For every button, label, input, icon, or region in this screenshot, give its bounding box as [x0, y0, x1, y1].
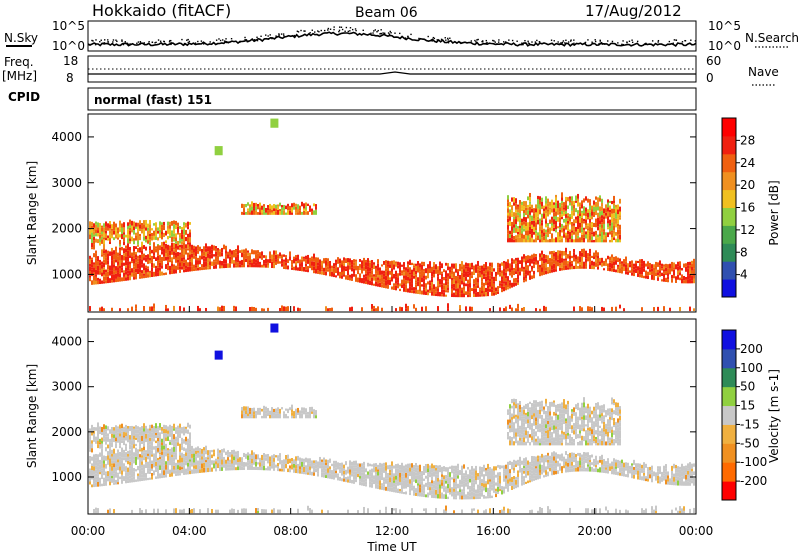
freq-label: Freq.	[4, 55, 34, 69]
cpid-panel: CPID normal (fast) 151	[8, 87, 697, 111]
nsky-right-tick-top: 10^5	[708, 19, 741, 33]
colorbar-tick-label: -50	[740, 436, 760, 450]
y-tick-label: 3000	[51, 176, 82, 190]
nsearch-label: N.Search	[745, 31, 799, 45]
colorbar-tick-label: 28	[740, 133, 755, 147]
nave-tick-top: 60	[706, 54, 721, 68]
station-title: Hokkaido (fitACF)	[92, 1, 231, 20]
freq-tick-bottom: 8	[66, 71, 74, 85]
colorbar-tick-label: 100	[740, 361, 763, 375]
x-tick-label: 20:00	[577, 524, 612, 538]
nsky-trace	[87, 26, 697, 48]
colorbar-swatch	[722, 261, 736, 280]
colorbar-tick-label: -200	[740, 474, 767, 488]
colorbar-swatch	[722, 386, 736, 407]
freq-trace	[88, 71, 696, 75]
x-axis-label: Time UT	[366, 540, 417, 554]
nsky-tick-top: 10^5	[52, 19, 85, 33]
nsky-panel: N.Sky 10^5 10^0 10^5 10^0 N.Search	[4, 19, 799, 53]
y-tick-label: 3000	[51, 380, 82, 394]
velocity-ylabel: Slant Range [km]	[25, 364, 39, 468]
nsky-tick-bottom: 10^0	[52, 39, 85, 53]
colorbar-tick-label: 16	[740, 201, 755, 215]
y-tick-label: 4000	[51, 130, 82, 144]
colorbar-tick-label: 24	[740, 156, 755, 170]
x-tick-label: 00:00	[71, 524, 106, 538]
power-yticks: 4000 3000 2000 1000	[51, 130, 696, 281]
colorbar-swatch	[722, 207, 736, 226]
colorbar-swatch	[722, 135, 736, 155]
x-tick-label: 08:00	[273, 524, 308, 538]
colorbar-swatch	[722, 189, 736, 208]
x-axis: 00:00 04:00 08:00 12:00 16:00 20:00 00:00	[71, 306, 714, 538]
nave-tick-bottom: 0	[706, 71, 714, 85]
y-tick-label: 4000	[51, 335, 82, 349]
power-panel: 4000 3000 2000 1000 Slant Range [km] 28 24 20…	[25, 113, 781, 313]
colorbar-swatch	[722, 330, 736, 350]
colorbar-swatch	[722, 348, 736, 369]
beam-label: Beam 06	[355, 5, 418, 21]
y-tick-label: 2000	[51, 222, 82, 236]
date-label: 17/Aug/2012	[585, 2, 682, 20]
colorbar-swatch	[722, 405, 736, 425]
power-data	[89, 118, 695, 312]
y-tick-label: 2000	[51, 425, 82, 439]
velocity-yticks: 4000 3000 2000 1000	[51, 335, 696, 484]
x-tick-label: 00:00	[679, 524, 714, 538]
colorbar-tick-label: 200	[740, 342, 763, 356]
power-colorbar-label: Power [dB]	[767, 180, 781, 245]
colorbar-swatch	[722, 225, 736, 244]
x-tick-label: 16:00	[476, 524, 511, 538]
freq-unit-label: [MHz]	[2, 69, 37, 83]
colorbar-swatch	[722, 171, 736, 191]
freq-panel: Freq. [MHz] 18 8 60 0 Nave	[2, 54, 779, 86]
colorbar-swatch	[722, 279, 736, 298]
x-tick-label: 04:00	[172, 524, 207, 538]
cpid-label: CPID	[8, 90, 40, 104]
x-tick-label: 12:00	[375, 524, 410, 538]
colorbar-swatch	[722, 243, 736, 262]
freq-tick-top: 18	[63, 54, 78, 68]
colorbar-swatch	[722, 153, 736, 173]
colorbar-tick-label: -100	[740, 455, 767, 469]
nave-label: Nave	[748, 65, 779, 79]
colorbar-tick-label: 4	[740, 268, 748, 282]
colorbar-tick-label: 50	[740, 380, 755, 394]
nsky-right-tick-bottom: 10^0	[708, 39, 741, 53]
velocity-panel: 4000 3000 2000 1000 Slant Range [km] 200 100…	[25, 318, 781, 515]
velocity-data	[89, 323, 695, 514]
power-colorbar: 28 24 20 16 12 8 4	[721, 117, 755, 298]
colorbar-swatch	[722, 424, 736, 444]
y-tick-label: 1000	[51, 267, 82, 281]
colorbar-swatch	[722, 118, 736, 137]
velocity-colorbar-label: Velocity [m s-1]	[767, 369, 781, 463]
colorbar-tick-label: 15	[740, 399, 755, 413]
colorbar-swatch	[722, 443, 736, 463]
cpid-text: normal (fast) 151	[94, 93, 212, 107]
colorbar-swatch	[722, 462, 736, 482]
y-tick-label: 1000	[51, 470, 82, 484]
colorbar-swatch	[722, 367, 736, 388]
power-ylabel: Slant Range [km]	[25, 161, 39, 265]
colorbar-swatch	[722, 481, 736, 501]
colorbar-tick-label: -15	[740, 417, 760, 431]
velocity-colorbar: 200 100 50 15 -15 -50 -100 -200	[721, 329, 767, 501]
colorbar-tick-label: 12	[740, 223, 755, 237]
nsky-label: N.Sky	[4, 31, 38, 45]
colorbar-tick-label: 8	[740, 245, 748, 259]
colorbar-tick-label: 20	[740, 178, 755, 192]
